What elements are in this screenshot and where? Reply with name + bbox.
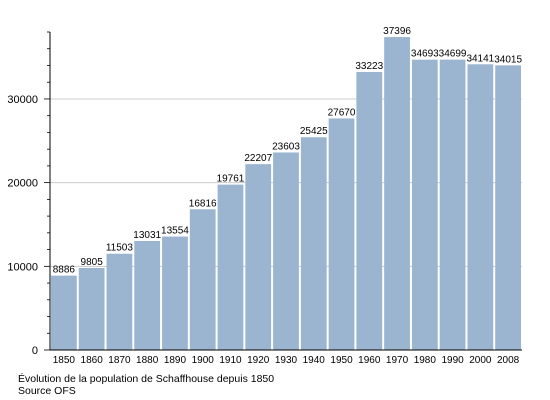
bar [300,137,327,350]
bar-value-label: 34699 [439,49,467,60]
x-tick-label: 1850 [53,355,76,366]
bar [439,59,466,351]
bar-value-label: 11503 [106,243,134,254]
x-tick-label: 1980 [414,355,437,366]
x-tick-label: 1970 [386,355,409,366]
x-tick-label: 2000 [469,355,492,366]
population-bar-chart: 0 10000 20000 30000 8886 1850 9805 1860 11503 187… [7,26,522,366]
bar-value-label: 34693 [411,49,439,60]
bar-value-label: 13554 [161,226,189,237]
bar [78,267,105,350]
bar [467,64,494,351]
bar-value-label: 34015 [494,54,522,65]
bar-value-label: 27670 [328,107,356,118]
bar-value-label: 22207 [244,153,272,164]
y-tick-label: 30000 [7,94,38,106]
x-tick-label: 1930 [275,355,298,366]
bar [495,65,521,351]
bar [245,164,272,350]
x-tick-label: 1960 [358,355,381,366]
x-tick-label: 2008 [497,355,520,366]
bar [356,71,383,350]
bar [217,184,244,350]
bar [411,59,438,350]
bar-value-label: 33223 [355,61,383,72]
bar [134,240,161,350]
y-tick-label: 10000 [7,261,38,273]
x-tick-label: 1860 [81,355,104,366]
y-tick-label: 0 [32,345,38,357]
bar-value-label: 19761 [217,174,245,185]
bar-value-label: 13031 [133,230,161,241]
chart-caption: Évolution de la population de Schaffhous… [18,373,275,385]
bar [162,236,188,350]
bar-value-label: 34141 [466,53,494,64]
bar-value-label: 37396 [383,26,411,37]
x-tick-label: 1910 [219,355,242,366]
bar [273,152,299,350]
x-tick-label: 1900 [192,355,215,366]
bar-value-label: 8886 [53,265,76,276]
bar-value-label: 9805 [81,257,104,268]
bar-value-label: 16816 [189,198,217,209]
bar-value-label: 25425 [300,126,328,137]
bar-value-label: 23603 [272,141,300,152]
bar [51,275,77,350]
x-tick-label: 1870 [108,355,131,366]
y-tick-label: 20000 [7,178,38,190]
x-tick-label: 1940 [303,355,326,366]
bar [384,37,410,350]
bar [189,209,216,350]
x-tick-label: 1880 [136,355,159,366]
x-tick-label: 1990 [441,355,464,366]
bar [328,118,355,350]
x-tick-label: 1920 [247,355,270,366]
x-tick-label: 1890 [164,355,187,366]
x-tick-label: 1950 [330,355,353,366]
chart-source: Source OFS [18,385,76,397]
bar [106,253,133,350]
